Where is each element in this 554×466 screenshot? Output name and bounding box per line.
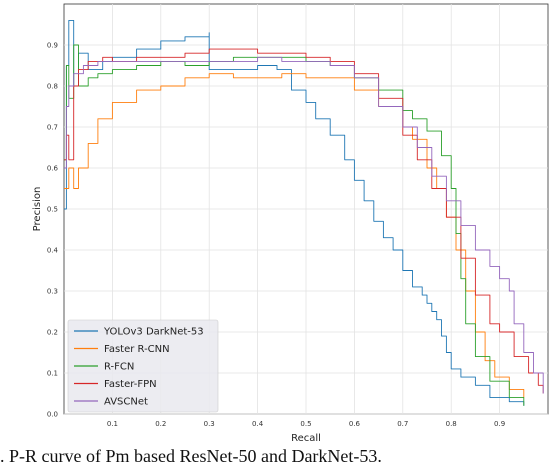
y-axis-label: Precision (32, 187, 43, 232)
x-tick-label: 0.1 (107, 420, 118, 428)
x-tick-label: 0.8 (446, 420, 457, 428)
series-line-avscnet (64, 56, 544, 394)
x-tick-label: 0.9 (494, 420, 505, 428)
legend: YOLOv3 DarkNet-53 Faster R-CNN R-FCN Faster… (67, 319, 219, 413)
legend-entry: AVSCNet (104, 397, 148, 408)
y-tick-label: 0.0 (47, 411, 58, 419)
x-tick-label: 0.2 (155, 420, 166, 428)
y-tick-label: 0.9 (47, 42, 58, 50)
y-tick-label: 0.5 (47, 206, 58, 214)
x-tick-label: 0.4 (252, 420, 264, 428)
x-tick-label: 0.3 (204, 420, 215, 428)
x-tick-label: 0.7 (397, 420, 408, 428)
y-tick-label: 0.6 (47, 165, 59, 173)
legend-entry: R-FCN (104, 362, 134, 373)
x-tick-labels: 0.1 0.2 0.3 0.4 0.5 0.6 0.7 0.8 0.9 (107, 420, 505, 428)
y-tick-label: 0.1 (47, 370, 58, 378)
legend-box (67, 319, 219, 413)
y-tick-label: 0.4 (47, 247, 59, 255)
legend-entry: Faster R-CNN (104, 344, 170, 355)
x-axis-label: Recall (291, 433, 321, 444)
series-lines (64, 19, 544, 406)
series-line-faster-r-cnn (64, 73, 525, 398)
x-tick-label: 0.6 (349, 420, 361, 428)
figure-caption: . P-R curve of Pm based ResNet-50 and Da… (0, 446, 382, 466)
y-tick-label: 0.7 (47, 124, 58, 132)
y-tick-label: 0.3 (47, 288, 58, 296)
legend-entry: Faster-FPN (104, 379, 157, 390)
pr-curve-chart: 0.1 0.2 0.3 0.4 0.5 0.6 0.7 0.8 0.9 0.0 0.1 0.2 0.3… (32, 3, 549, 444)
y-tick-label: 0.2 (47, 329, 58, 337)
y-tick-label: 0.8 (47, 83, 58, 91)
x-tick-label: 0.5 (300, 420, 311, 428)
legend-entry: YOLOv3 DarkNet-53 (103, 327, 204, 338)
y-tick-labels: 0.0 0.1 0.2 0.3 0.4 0.5 0.6 0.7 0.8 0.9 (47, 42, 59, 419)
